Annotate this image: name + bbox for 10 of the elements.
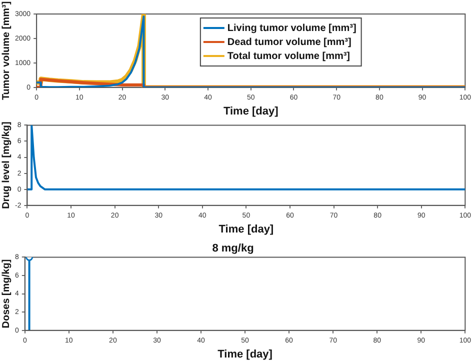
legend-label: Total tumor volume [mm³]: [227, 50, 350, 62]
x-axis-title: Time [day]: [223, 105, 279, 118]
x-axis-title: Time [day]: [218, 223, 274, 236]
legend-label: Living tumor volume [mm³]: [227, 22, 356, 34]
y-axis-title: Tumor volume [mm³]: [0, 1, 12, 100]
y-axis-title: Drug level [mg/kg]: [0, 122, 12, 209]
y-axis-title: Doses [mg/kg]: [0, 259, 12, 328]
legend-label: Dead tumor volume [mm³]: [227, 36, 352, 48]
chart-title: 8 mg/kg: [212, 242, 254, 255]
x-axis-title: Time [day]: [218, 348, 273, 360]
